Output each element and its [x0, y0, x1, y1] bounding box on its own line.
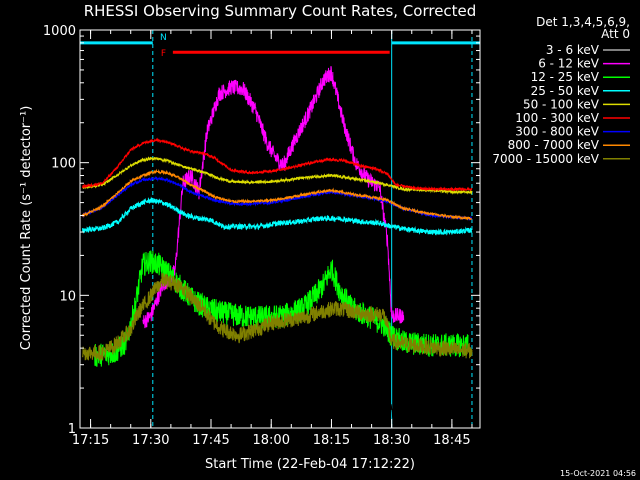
legend-label: 25 - 50 keV — [531, 84, 600, 98]
series-line-7 — [82, 168, 472, 221]
legend-label: 7000 - 15000 keV — [492, 152, 599, 166]
chart-title: RHESSI Observing Summary Count Rates, Co… — [84, 2, 477, 20]
x-tick-label: 17:30 — [132, 433, 169, 448]
plot-frame — [79, 29, 481, 429]
x-tick-label: 17:15 — [72, 433, 109, 448]
legend-label: 300 - 800 keV — [515, 125, 599, 139]
legend-label: 12 - 25 keV — [531, 70, 600, 84]
series-line-2 — [94, 250, 469, 367]
y-tick-label: 100 — [51, 157, 76, 172]
annotation-label: F — [161, 49, 166, 59]
legend-label: 3 - 6 keV — [546, 43, 600, 57]
series-line-3 — [82, 196, 473, 236]
series-line-5 — [82, 137, 473, 192]
x-axis-label: Start Time (22-Feb-04 17:12:22) — [205, 457, 415, 472]
y-tick-label: 1000 — [43, 24, 76, 39]
x-tick-label: 18:15 — [313, 433, 350, 448]
series-line-4 — [82, 156, 473, 196]
x-tick-label: 18:00 — [253, 433, 290, 448]
series-line-1 — [142, 66, 405, 329]
legend-label: 6 - 12 keV — [538, 57, 600, 71]
y-tick-label: 10 — [59, 289, 76, 304]
y-axis-label: Corrected Count Rate (s⁻¹ detector⁻¹) — [19, 106, 34, 351]
legend-label: 800 - 7000 keV — [508, 138, 600, 152]
x-tick-label: 18:30 — [373, 433, 410, 448]
legend-header-attenuator: Att 0 — [601, 27, 630, 41]
legend-label: 100 - 300 keV — [515, 111, 599, 125]
generation-timestamp: 15-Oct-2021 04:56 — [560, 469, 636, 478]
axes: 1 10 100 1000 17:15 17:30 17:45 18:00 18:15 18:30… — [43, 24, 481, 448]
y-tick-label: 1 — [68, 422, 76, 437]
x-tick-label: 18:45 — [433, 433, 470, 448]
annotation-label: N — [160, 33, 167, 43]
x-tick-label: 17:45 — [192, 433, 229, 448]
legend-label: 50 - 100 keV — [523, 97, 600, 111]
series-line-8 — [82, 272, 473, 361]
plot-area: NNF — [79, 30, 480, 428]
legend-header-detectors: Det 1,3,4,5,6,9, — [536, 15, 630, 29]
